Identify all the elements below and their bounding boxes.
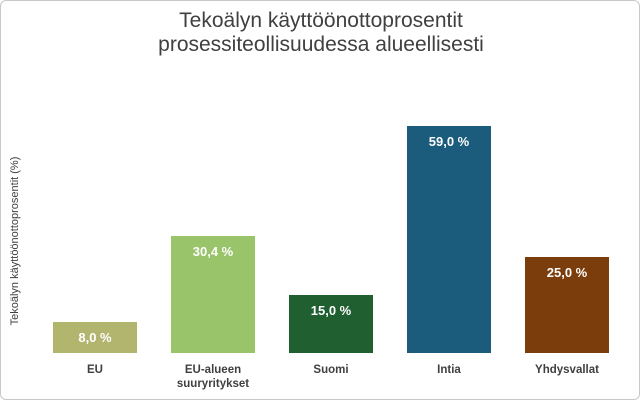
x-tick-label: Suomi xyxy=(313,364,349,376)
data-label: 30,4 % xyxy=(192,243,234,259)
x-tick-label: Intia xyxy=(437,364,461,376)
chart-title: Tekoälyn käyttöönottoprosentit prosessit… xyxy=(158,9,484,56)
data-label: 59,0 % xyxy=(428,133,470,149)
data-label: 8,0 % xyxy=(78,330,112,346)
bar xyxy=(289,295,373,353)
x-tick-label: EU-alueen suuryritykset xyxy=(176,364,250,390)
bar xyxy=(525,256,609,353)
data-label: 15,0 % xyxy=(310,303,352,319)
x-tick-label: EU xyxy=(87,364,103,376)
data-label: 25,0 % xyxy=(546,264,588,280)
y-axis-label: Tekoälyn käyttöönottoprosentit (%) xyxy=(9,156,21,326)
bar xyxy=(407,125,491,353)
bar xyxy=(171,235,255,353)
bar xyxy=(53,322,137,353)
x-tick-label: Yhdysvallat xyxy=(535,364,599,376)
